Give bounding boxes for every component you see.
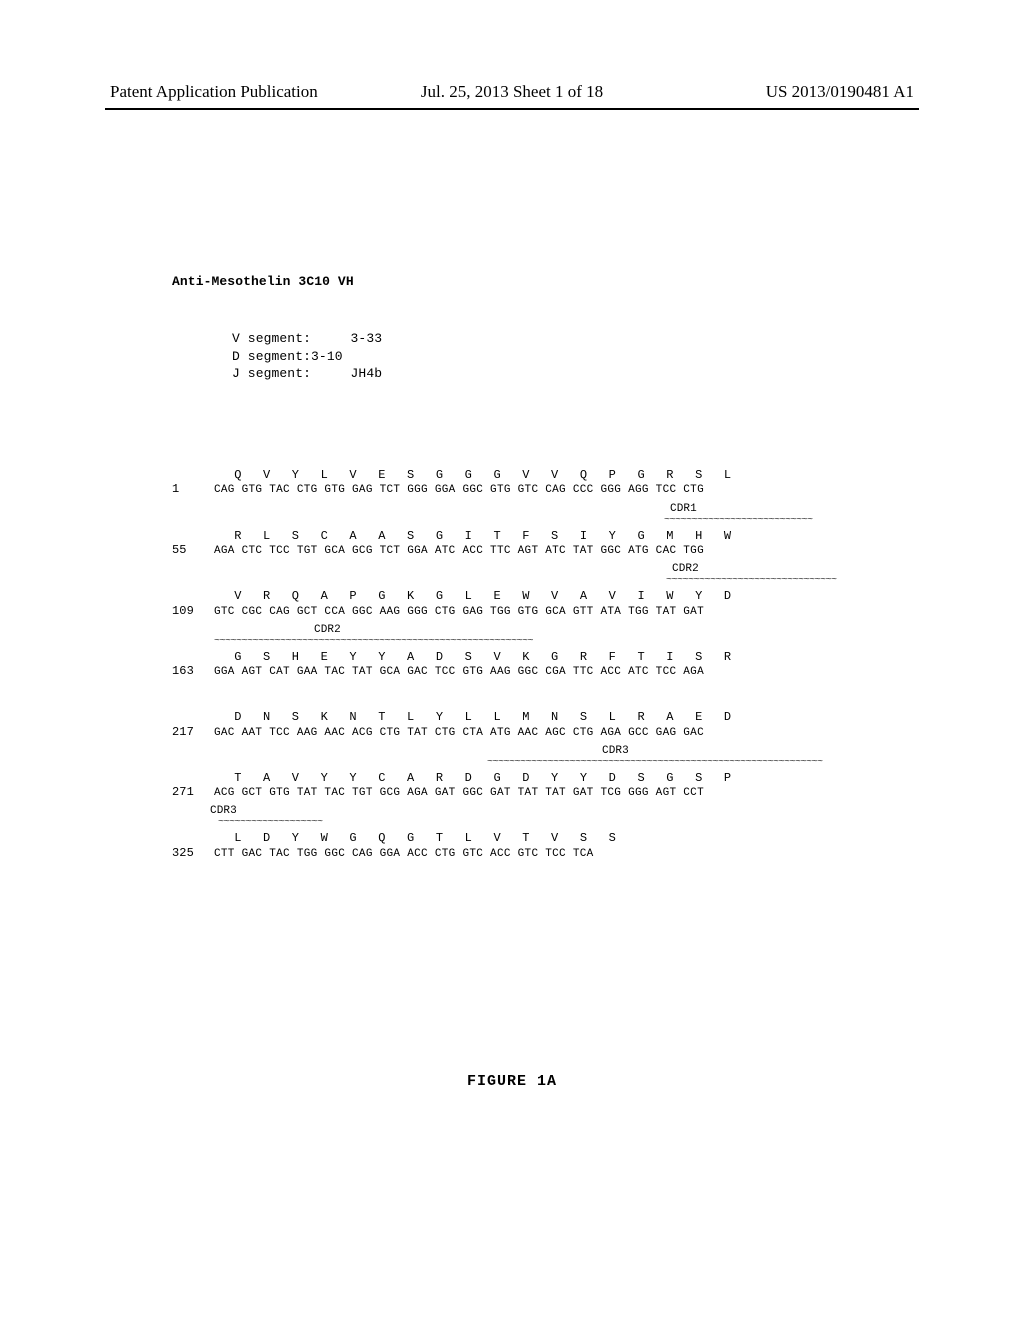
cdr-underline: ~~~~~~~~~~~~~~~~~~~~~~~~~~~~~~~~~~~~~~~~… [487,757,823,769]
nucleotide-row: GTC CGC CAG GCT CCA GGC AAG GGG CTG GAG … [214,606,704,618]
position-number: 325 [172,846,214,860]
nucleotide-line: 1CAG GTG TAC CTG GTG GAG TCT GGG GGA GGC… [172,482,924,497]
figure-label: FIGURE 1A [0,1073,1024,1090]
nucleotide-line: 163GGA AGT CAT GAA TAC TAT GCA GAC TCC G… [172,664,924,679]
v-segment: V segment: 3-33 [232,331,382,346]
position-number: 271 [172,785,214,799]
amino-acid-row: R L S C A A S G I T F S I Y G M H W [227,529,924,543]
d-segment: D segment:3-10 [232,349,343,364]
amino-acid-row: G S H E Y Y A D S V K G R F T I S R [227,650,924,664]
sequence-block: CDR2~~~~~~~~~~~~~~~~~~~~~~~~~~~~~~~ V R … [172,589,924,619]
nucleotide-line: 271ACG GCT GTG TAT TAC TGT GCG AGA GAT G… [172,785,924,800]
sequence-title: Anti-Mesothelin 3C10 VH [172,274,924,290]
nucleotide-row: GAC AAT TCC AAG AAC ACG CTG TAT CTG CTA … [214,727,704,739]
j-segment: J segment: JH4b [232,366,382,381]
sequence-block: CDR3~~~~~~~~~~~~~~~~~~~ L D Y W G Q G T … [172,831,924,861]
amino-acid-row: L D Y W G Q G T L V T V S S [227,831,924,845]
cdr-underline: ~~~~~~~~~~~~~~~~~~~~~~~~~~~~~~~ [666,575,837,587]
position-number: 55 [172,543,214,557]
position-number: 217 [172,725,214,739]
nucleotide-line: 325CTT GAC TAC TGG GGC CAG GGA ACC CTG G… [172,846,924,861]
page-header: Patent Application Publication Jul. 25, … [0,82,1024,102]
nucleotide-row: AGA CTC TCC TGT GCA GCG TCT GGA ATC ACC … [214,545,704,557]
position-number: 163 [172,664,214,678]
nucleotide-row: CTT GAC TAC TGG GGC CAG GGA ACC CTG GTC … [214,848,594,860]
sequence-block: CDR3~~~~~~~~~~~~~~~~~~~~~~~~~~~~~~~~~~~~… [172,771,924,801]
nucleotide-line: 217GAC AAT TCC AAG AAC ACG CTG TAT CTG C… [172,725,924,740]
cdr-underline: ~~~~~~~~~~~~~~~~~~~ [218,817,323,829]
position-number: 1 [172,482,214,496]
position-number: 109 [172,604,214,618]
amino-acid-row: V R Q A P G K G L E W V A V I W Y D [227,589,924,603]
cdr-underline: ~~~~~~~~~~~~~~~~~~~~~~~~~~~~~~~~~~~~~~~~… [214,636,533,648]
sequence-content: Anti-Mesothelin 3C10 VH V segment: 3-33 … [172,245,924,921]
amino-acid-row: T A V Y Y C A R D G D Y Y D S G S P [227,771,924,785]
nucleotide-line: 55AGA CTC TCC TGT GCA GCG TCT GGA ATC AC… [172,543,924,558]
header-rule [105,108,919,110]
segment-info: V segment: 3-33 D segment:3-10 J segment… [232,330,924,383]
sequence-blocks: Q V Y L V E S G G G V V Q P G R S L1CAG … [172,468,924,861]
page: Patent Application Publication Jul. 25, … [0,0,1024,1320]
nucleotide-row: CAG GTG TAC CTG GTG GAG TCT GGG GGA GGC … [214,484,704,496]
nucleotide-row: GGA AGT CAT GAA TAC TAT GCA GAC TCC GTG … [214,666,704,678]
amino-acid-row: D N S K N T L Y L L M N S L R A E D [227,710,924,724]
nucleotide-row: ACG GCT GTG TAT TAC TGT GCG AGA GAT GGC … [214,787,704,799]
sequence-block: Q V Y L V E S G G G V V Q P G R S L1CAG … [172,468,924,498]
header-right: US 2013/0190481 A1 [766,82,914,102]
sequence-block: D N S K N T L Y L L M N S L R A E D217GA… [172,710,924,740]
nucleotide-line: 109GTC CGC CAG GCT CCA GGC AAG GGG CTG G… [172,604,924,619]
sequence-block: CDR2~~~~~~~~~~~~~~~~~~~~~~~~~~~~~~~~~~~~… [172,650,924,680]
amino-acid-row: Q V Y L V E S G G G V V Q P G R S L [227,468,924,482]
cdr-underline: ~~~~~~~~~~~~~~~~~~~~~~~~~~~ [664,515,813,527]
sequence-block: CDR1~~~~~~~~~~~~~~~~~~~~~~~~~~~ R L S C … [172,529,924,559]
